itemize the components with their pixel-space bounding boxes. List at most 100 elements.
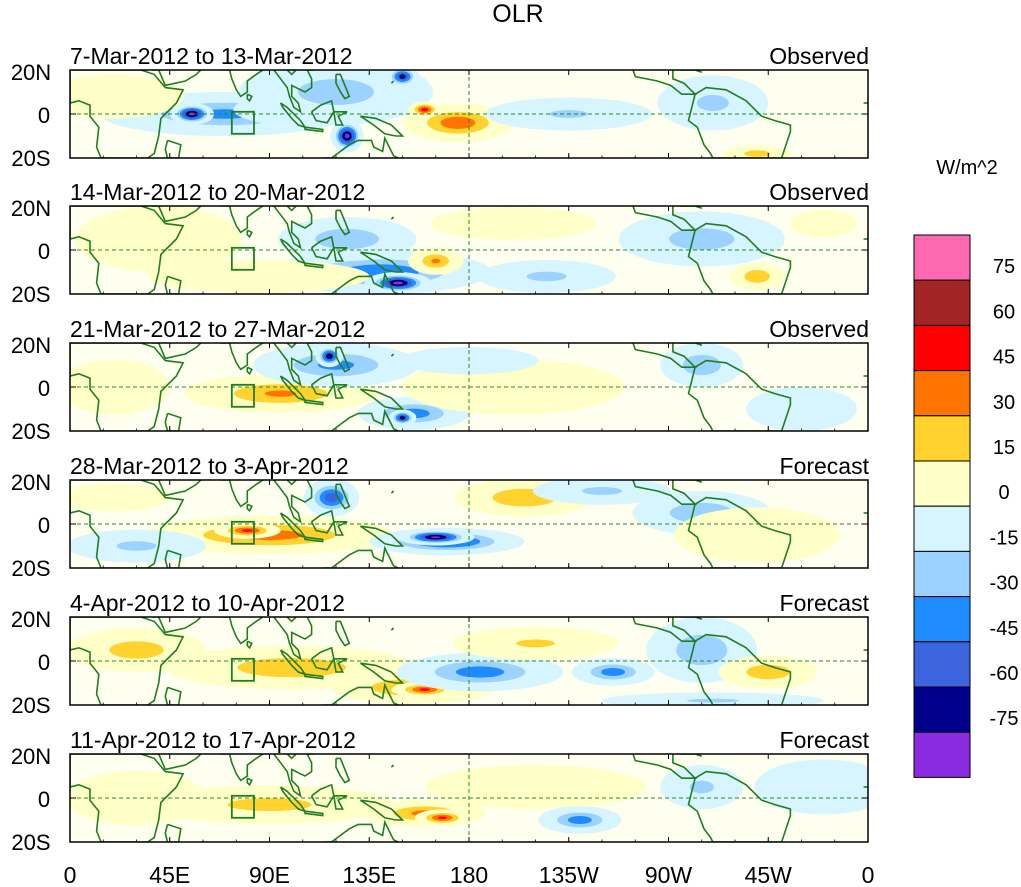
coastline-indochina2 <box>286 754 297 760</box>
coastline-java <box>304 810 324 817</box>
coastline-samerica <box>687 222 792 294</box>
y-tick-label: 0 <box>38 650 50 675</box>
anomaly-contour <box>297 79 375 105</box>
coastline-newguinea <box>359 799 405 821</box>
coastline-samerica <box>687 86 792 158</box>
anomaly-contour <box>237 658 346 678</box>
coastline-newguinea <box>359 388 405 410</box>
y-tick-label: 0 <box>38 787 50 812</box>
coastline-madagascar <box>164 549 182 568</box>
anomaly-contour <box>440 116 476 129</box>
anomaly-contour <box>424 765 647 809</box>
anomaly-contour <box>601 668 626 676</box>
coastline-madagascar <box>164 823 182 842</box>
colorbar-level-label: -60 <box>990 663 1019 685</box>
coastline-india <box>220 480 264 508</box>
coastline-madagascar <box>164 412 182 431</box>
colorbar: W/m^2 75 60 45 30 15 0 -15 -30 -45 -60 -75 <box>913 157 1019 778</box>
anomaly-contour <box>109 641 164 659</box>
coastline-camerica <box>632 617 698 643</box>
colorbar-level-label: -45 <box>990 618 1019 640</box>
coastline-cuba <box>679 343 703 346</box>
x-tick-label: 0 <box>64 862 77 887</box>
coastline-philippines <box>335 346 351 373</box>
coastline-japanlike <box>390 627 395 631</box>
coastline-indochina2 <box>286 206 297 212</box>
panel-period-label: 21-Mar-2012 to 27-Mar-2012 <box>70 316 365 342</box>
coastline-newguinea <box>359 251 405 273</box>
panel-6: 20N 0 20S 11-Apr-2012 to 17-Apr-2012 Forecas… <box>11 727 870 855</box>
panel-kind-label: Observed <box>769 316 869 342</box>
coastline-cuba <box>679 206 703 209</box>
colorbar-swatch <box>913 234 971 281</box>
anomaly-contour <box>686 698 739 703</box>
colorbar-swatch <box>913 370 971 417</box>
coastline-camerica <box>632 754 698 780</box>
coastline-philippines <box>335 209 351 236</box>
anomaly-contour <box>326 353 333 359</box>
anomaly-contour <box>754 759 868 815</box>
coastline-sulawesi <box>333 520 348 536</box>
coastline-sumatra <box>279 786 307 813</box>
x-axis: 0 45E 90E 135E 180 135W 90W 45W 0 <box>64 862 875 887</box>
coastline-japanlike <box>390 353 395 357</box>
coastline-japanlike <box>390 216 395 220</box>
coastline-samerica <box>687 770 792 842</box>
panel-kind-label: Forecast <box>780 453 870 479</box>
coastline-cuba <box>679 480 703 483</box>
coastline-newguinea <box>359 525 405 547</box>
anomaly-contour <box>746 387 857 431</box>
coastline-java <box>304 262 324 269</box>
anomaly-contour <box>421 107 429 112</box>
y-tick-label: 20S <box>11 556 50 581</box>
coastline-samerica <box>687 359 792 431</box>
panels-group: 20N 0 20S 7-Mar-2012 to 13-Mar-2012 Observed… <box>11 43 870 855</box>
coastline-camerica <box>632 343 698 369</box>
coastline-india <box>220 754 264 782</box>
coastline-newguinea <box>359 115 405 137</box>
panel-period-label: 7-Mar-2012 to 13-Mar-2012 <box>70 43 353 69</box>
coastline-java <box>304 536 324 543</box>
coastline-australia <box>322 135 399 158</box>
coastline-philippines <box>335 483 351 510</box>
colorbar-level-label: 75 <box>993 256 1015 278</box>
anomaly-contour <box>744 270 770 283</box>
x-tick-label: 45W <box>745 862 793 887</box>
panel-kind-label: Forecast <box>780 727 870 753</box>
region-box <box>230 246 255 271</box>
coastline-sumatra <box>279 375 307 402</box>
colorbar-units-label: W/m^2 <box>936 157 998 179</box>
coastline-india <box>220 343 264 371</box>
x-tick-label: 45E <box>149 862 190 887</box>
coastline-srilanka <box>246 640 253 650</box>
coastline-arabia <box>152 754 202 771</box>
coastline-sumatra <box>279 512 307 539</box>
colorbar-level-label: -75 <box>990 708 1019 730</box>
colorbar-swatch <box>913 279 971 326</box>
coastline-cuba <box>679 70 703 73</box>
colorbar-level-label: 60 <box>993 301 1015 323</box>
anomaly-field <box>70 343 868 431</box>
coastline-srilanka <box>246 777 253 787</box>
y-tick-label: 20N <box>11 470 51 495</box>
coastline-madagascar <box>164 139 182 158</box>
coastline-australia <box>322 819 399 842</box>
anomaly-contour <box>324 492 339 503</box>
panel-2: 20N 0 20S 14-Mar-2012 to 20-Mar-2012 Observe… <box>11 179 869 307</box>
coastline-madagascar <box>164 275 182 294</box>
coastline-india <box>220 206 264 234</box>
panel-period-label: 14-Mar-2012 to 20-Mar-2012 <box>70 179 365 205</box>
region-box <box>230 110 255 135</box>
coastline-srilanka <box>246 503 253 513</box>
coastline-philippines <box>335 757 351 784</box>
y-tick-label: 0 <box>38 513 50 538</box>
coastline-arabia <box>152 480 202 497</box>
y-tick-label: 0 <box>38 376 50 401</box>
coastline-australia <box>322 271 399 294</box>
coastline-seasia <box>273 617 314 661</box>
anomaly-contour <box>75 206 242 272</box>
coastline-sumatra <box>279 649 307 676</box>
y-tick-label: 20S <box>11 419 50 444</box>
region-box <box>230 794 255 819</box>
panel-kind-label: Forecast <box>780 590 870 616</box>
